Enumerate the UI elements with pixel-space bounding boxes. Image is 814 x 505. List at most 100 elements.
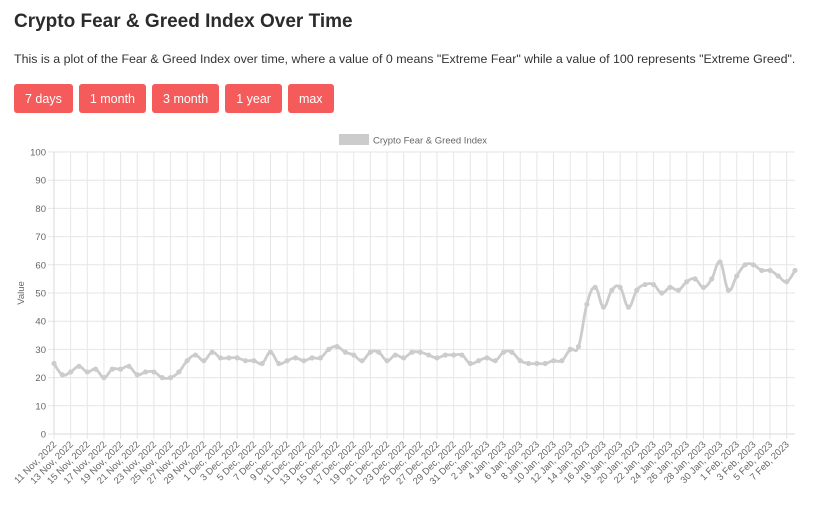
data-point[interactable] [392,352,398,358]
y-tick-label: 70 [35,232,46,243]
data-point[interactable] [359,358,365,364]
data-point[interactable] [142,369,149,375]
data-point[interactable] [459,352,465,358]
data-point[interactable] [242,358,249,364]
data-point[interactable] [517,358,523,364]
data-point[interactable] [476,358,482,364]
y-tick-label: 60 [35,260,46,271]
data-point[interactable] [167,375,174,381]
data-point[interactable] [784,279,790,285]
data-point[interactable] [126,363,132,369]
data-point[interactable] [567,346,573,352]
data-point[interactable] [500,349,507,355]
data-point[interactable] [84,369,90,375]
data-point[interactable] [259,360,265,367]
data-point[interactable] [609,287,615,293]
data-point[interactable] [767,267,773,274]
data-point[interactable] [351,352,357,358]
data-point[interactable] [226,355,232,361]
data-point[interactable] [634,287,640,293]
chart-legend[interactable]: Crypto Fear & Greed Index [339,134,487,147]
data-point[interactable] [184,358,190,364]
data-point[interactable] [559,358,565,364]
data-point[interactable] [159,375,165,381]
data-point[interactable] [201,358,207,364]
data-point[interactable] [151,369,157,375]
data-point[interactable] [684,279,690,285]
data-point[interactable] [675,287,682,293]
data-point[interactable] [51,360,57,367]
data-point[interactable] [759,267,765,274]
data-point[interactable] [59,372,65,378]
data-point[interactable] [192,352,199,358]
data-point[interactable] [409,349,415,355]
data-point[interactable] [509,349,515,355]
data-point[interactable] [176,369,182,375]
data-point[interactable] [575,343,582,350]
data-point[interactable] [267,349,274,355]
data-point[interactable] [342,349,349,355]
data-point[interactable] [367,349,373,355]
data-point[interactable] [600,304,607,310]
data-point[interactable] [109,366,115,372]
data-point[interactable] [742,262,748,268]
data-point[interactable] [667,284,673,290]
data-point[interactable] [417,349,423,355]
data-point[interactable] [401,355,407,361]
range-7-days-button[interactable]: 7 days [14,84,73,113]
data-point[interactable] [317,355,324,361]
data-point[interactable] [650,281,657,288]
data-point[interactable] [451,352,457,358]
data-point[interactable] [709,276,715,282]
data-point[interactable] [309,355,315,361]
data-point[interactable] [792,267,798,274]
data-point[interactable] [750,262,756,268]
data-point[interactable] [642,281,648,288]
data-point[interactable] [492,358,498,364]
data-point[interactable] [442,352,448,358]
data-point[interactable] [584,301,590,307]
data-point[interactable] [534,360,540,367]
data-point[interactable] [775,273,781,279]
data-point[interactable] [625,304,632,310]
data-point[interactable] [484,355,490,361]
data-point[interactable] [525,360,532,367]
data-point[interactable] [101,375,107,381]
data-point[interactable] [234,355,240,361]
data-point[interactable] [550,358,557,364]
data-point[interactable] [376,349,382,355]
data-point[interactable] [209,349,215,355]
data-point[interactable] [617,284,623,290]
data-point[interactable] [717,259,723,265]
data-point[interactable] [700,284,707,290]
data-point[interactable] [434,355,440,361]
data-point[interactable] [334,343,340,350]
data-point[interactable] [592,284,598,290]
range-1-year-button[interactable]: 1 year [225,84,282,113]
data-point[interactable] [134,372,140,378]
data-point[interactable] [426,352,432,358]
range-1-month-button[interactable]: 1 month [78,84,147,113]
range-max-button[interactable]: max [287,84,334,113]
data-point[interactable] [276,360,282,367]
data-point[interactable] [734,273,740,279]
data-point[interactable] [93,366,99,372]
data-point[interactable] [725,287,731,293]
data-point[interactable] [292,355,299,361]
data-point[interactable] [251,358,257,364]
data-point[interactable] [68,369,74,375]
y-tick-label: 10 [35,401,46,412]
data-point[interactable] [301,358,307,364]
data-point[interactable] [76,363,82,369]
data-point[interactable] [692,276,698,282]
data-point[interactable] [542,360,548,367]
data-point[interactable] [326,346,332,352]
data-point[interactable] [467,360,473,367]
data-point[interactable] [284,358,290,364]
y-tick-label: 0 [41,430,46,441]
data-point[interactable] [384,358,390,364]
data-point[interactable] [217,355,224,361]
data-point[interactable] [118,366,124,372]
data-point[interactable] [659,290,665,296]
range-3-month-button[interactable]: 3 month [152,84,220,113]
